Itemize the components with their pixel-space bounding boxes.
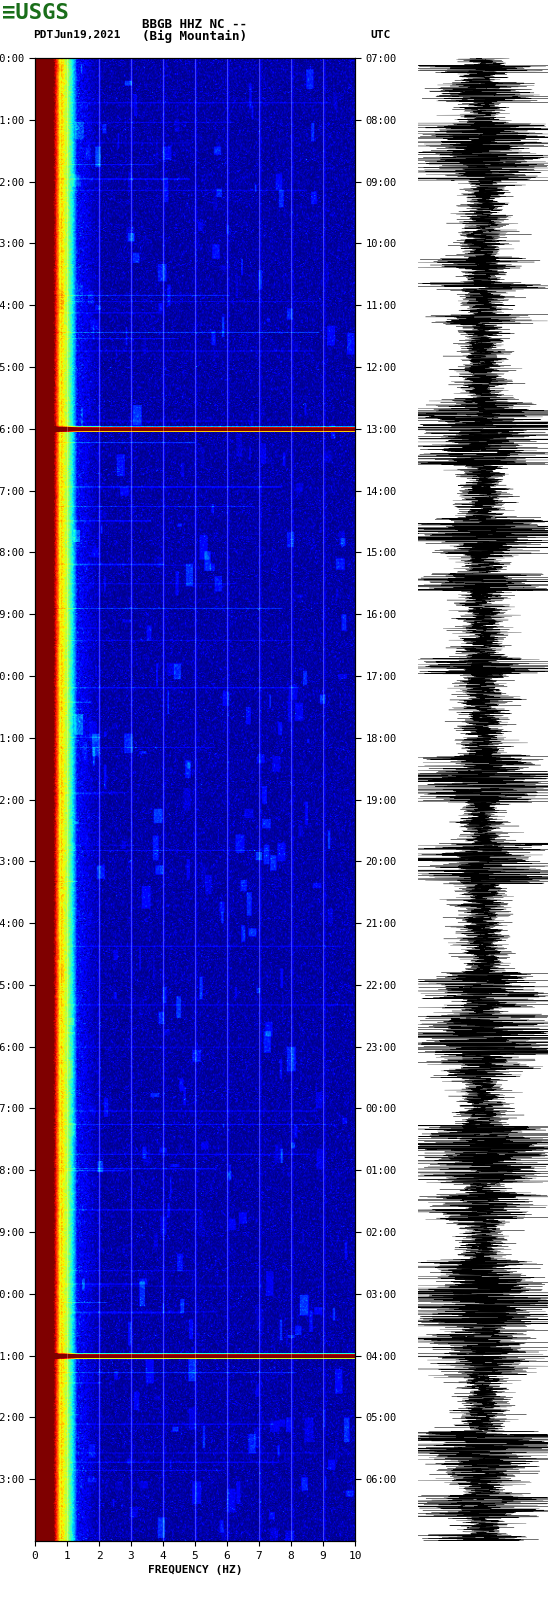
Text: Jun19,2021: Jun19,2021	[53, 31, 120, 40]
Text: PDT: PDT	[33, 31, 53, 40]
Text: ≡USGS: ≡USGS	[2, 3, 69, 23]
X-axis label: FREQUENCY (HZ): FREQUENCY (HZ)	[148, 1565, 242, 1574]
Text: UTC: UTC	[370, 31, 390, 40]
Text: (Big Mountain): (Big Mountain)	[142, 31, 247, 44]
Text: BBGB HHZ NC --: BBGB HHZ NC --	[142, 18, 247, 31]
